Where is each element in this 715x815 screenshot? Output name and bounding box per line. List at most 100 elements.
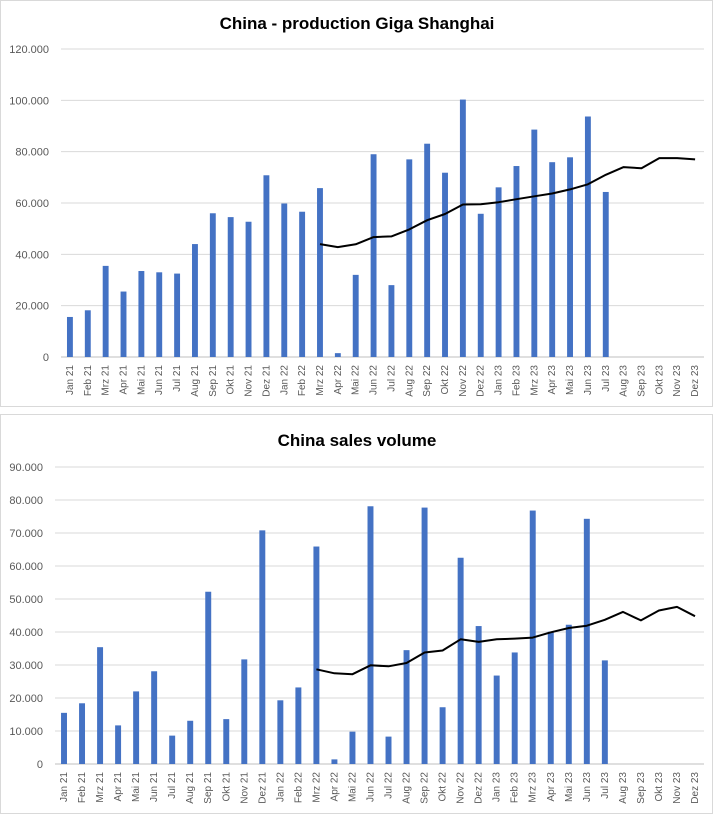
x-tick-label: Jan 22 xyxy=(275,772,286,802)
bar-sep-21 xyxy=(205,591,212,764)
x-tick-label: Jan 23 xyxy=(492,772,503,802)
x-tick-label: Mai 21 xyxy=(131,772,142,802)
bar-dez-22 xyxy=(475,626,482,764)
x-tick-label: Jan 22 xyxy=(279,365,290,395)
trend-line xyxy=(319,157,696,249)
y-tick-label: 100.000 xyxy=(9,95,49,107)
bar-jan-21 xyxy=(61,712,67,764)
x-tick-label: Jul 23 xyxy=(600,772,611,799)
x-tick-label: Nov 23 xyxy=(672,772,683,804)
bar-nov-21 xyxy=(245,221,252,357)
y-tick-label: 80.000 xyxy=(15,147,49,159)
x-tick-label: Jul 22 xyxy=(384,772,395,799)
y-tick-label: 20.000 xyxy=(9,693,43,705)
y-tick-label: 40.000 xyxy=(15,249,49,261)
x-tick-label: Mrz 23 xyxy=(529,365,540,396)
bar-jan-22 xyxy=(277,700,284,764)
bar-sep-21 xyxy=(209,213,216,357)
x-tick-label: Nov 23 xyxy=(672,365,683,397)
x-tick-label: Apr 23 xyxy=(546,772,557,802)
y-tick-label: 30.000 xyxy=(9,660,43,672)
x-tick-label: Mrz 22 xyxy=(315,365,326,396)
x-tick-label: Jun 21 xyxy=(149,772,160,802)
x-tick-label: Dez 23 xyxy=(690,772,701,804)
bar-jun-21 xyxy=(156,272,163,357)
bar-apr-22 xyxy=(334,353,341,357)
x-tick-label: Okt 23 xyxy=(654,365,665,395)
x-tick-label: Feb 23 xyxy=(510,772,521,804)
bar-mai-23 xyxy=(565,624,572,764)
bar-jan-22 xyxy=(281,203,288,357)
x-tick-label: Jun 23 xyxy=(582,772,593,802)
x-tick-label: Dez 23 xyxy=(690,365,701,397)
bar-okt-21 xyxy=(227,217,234,357)
x-tick-label: Mrz 22 xyxy=(311,772,322,803)
bar-jul-21 xyxy=(174,273,181,357)
bar-aug-21 xyxy=(192,244,198,357)
y-tick-label: 80.000 xyxy=(9,495,43,507)
bar-feb-22 xyxy=(295,687,302,764)
x-tick-label: Jun 22 xyxy=(365,772,376,802)
bar-sep-22 xyxy=(421,507,428,764)
x-tick-label: Dez 21 xyxy=(261,365,272,397)
x-tick-label: Dez 22 xyxy=(474,772,485,804)
bar-sep-22 xyxy=(424,143,431,357)
x-tick-label: Aug 23 xyxy=(618,772,629,804)
x-tick-label: Nov 22 xyxy=(456,772,467,804)
y-tick-label: 40.000 xyxy=(9,627,43,639)
x-tick-label: Aug 22 xyxy=(404,365,415,397)
x-tick-label: Feb 23 xyxy=(511,365,522,397)
x-tick-label: Apr 21 xyxy=(119,365,130,395)
x-tick-label: Jan 21 xyxy=(65,365,76,395)
x-tick-label: Mai 23 xyxy=(564,772,575,802)
bar-okt-22 xyxy=(439,707,446,764)
bar-feb-21 xyxy=(79,703,86,764)
bar-mai-22 xyxy=(352,274,359,357)
x-tick-label: Feb 22 xyxy=(293,772,304,804)
x-tick-label: Okt 23 xyxy=(654,772,665,802)
bar-dez-22 xyxy=(477,213,484,357)
chart-title: China sales volume xyxy=(278,431,437,450)
trend-line xyxy=(316,605,696,676)
x-tick-label: Jun 22 xyxy=(369,365,380,395)
bar-mrz-21 xyxy=(97,647,104,764)
x-tick-label: Sep 23 xyxy=(636,365,647,397)
x-tick-label: Nov 22 xyxy=(458,365,469,397)
bar-okt-21 xyxy=(223,719,230,764)
x-tick-label: Mai 22 xyxy=(347,772,358,802)
y-tick-label: 10.000 xyxy=(9,726,43,738)
bar-mrz-23 xyxy=(531,129,538,357)
x-tick-label: Dez 21 xyxy=(257,772,268,804)
x-tick-label: Mrz 21 xyxy=(101,365,112,396)
bar-jul-23 xyxy=(602,191,609,357)
x-tick-label: Jul 23 xyxy=(601,365,612,392)
bar-nov-22 xyxy=(459,99,466,358)
bar-dez-21 xyxy=(263,175,270,357)
y-tick-label: 50.000 xyxy=(9,594,43,606)
x-tick-label: Sep 21 xyxy=(208,365,219,397)
x-tick-label: Okt 21 xyxy=(221,772,232,802)
bar-jun-21 xyxy=(151,671,158,764)
y-tick-label: 120.000 xyxy=(9,44,49,56)
y-tick-label: 0 xyxy=(43,352,49,364)
x-tick-label: Mai 23 xyxy=(565,365,576,395)
sales-chart: China sales volume 0 10.000 20.000 30.000 40… xyxy=(9,431,704,804)
x-tick-label: Feb 21 xyxy=(83,365,94,397)
x-tick-label: Mai 21 xyxy=(136,365,147,395)
bar-jan-23 xyxy=(495,187,502,357)
bar-dez-21 xyxy=(259,530,266,764)
bar-jul-23 xyxy=(601,660,608,764)
bar-aug-21 xyxy=(187,720,194,764)
bar-mai-23 xyxy=(567,157,573,357)
x-tick-label: Apr 22 xyxy=(333,365,344,395)
x-tick-label: Sep 22 xyxy=(420,772,431,804)
bar-apr-23 xyxy=(549,162,556,357)
x-tick-label: Okt 22 xyxy=(438,772,449,802)
bar-jun-22 xyxy=(370,154,377,357)
x-tick-label: Aug 22 xyxy=(402,772,413,804)
bar-nov-21 xyxy=(241,659,248,764)
bar-okt-22 xyxy=(442,172,448,357)
y-tick-label: 60.000 xyxy=(15,198,49,210)
production-chart: China - production Giga Shanghai 0 20.000… xyxy=(9,14,704,397)
bar-apr-22 xyxy=(331,759,338,764)
